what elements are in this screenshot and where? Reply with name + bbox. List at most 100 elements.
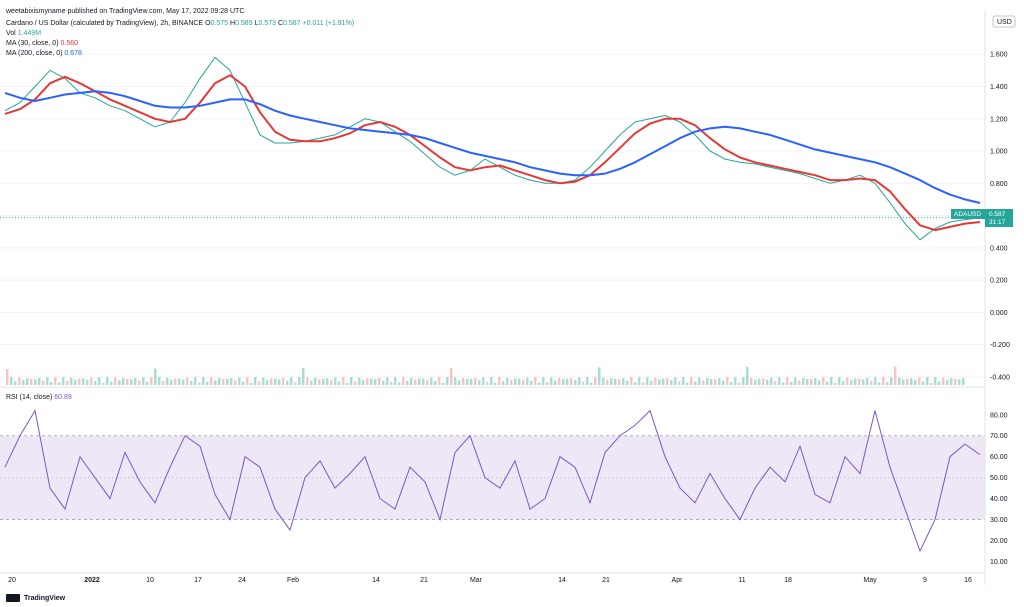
price-tag: ADAUSD 0.587 31:17	[951, 209, 1013, 227]
volume-bar	[938, 381, 941, 385]
volume-bar	[722, 380, 725, 385]
price-series-line	[4, 56, 981, 241]
volume-bar	[50, 382, 53, 385]
time-tick-label: 14	[372, 577, 380, 584]
price-tick-label: 0.000	[990, 310, 1008, 317]
volume-bar	[570, 378, 573, 385]
volume-bar	[946, 380, 949, 385]
volume-bar	[174, 378, 177, 385]
volume-bar	[538, 382, 541, 385]
volume-bar	[70, 377, 73, 385]
time-tick-label: 16	[964, 577, 972, 584]
volume-bar	[482, 377, 485, 385]
volume-bar	[658, 379, 661, 385]
volume-bar	[198, 382, 201, 385]
volume-bar	[910, 378, 913, 385]
time-tick-label: May	[863, 577, 877, 584]
price-tick-label: 1.400	[990, 84, 1008, 91]
volume-bar	[686, 382, 689, 385]
volume-bar	[122, 378, 125, 385]
volume-bar	[546, 382, 549, 385]
volume-bar	[826, 381, 829, 385]
volume-bar	[450, 367, 453, 385]
price-lines	[4, 56, 981, 241]
tradingview-footer[interactable]: TradingView	[6, 594, 65, 602]
volume-bar	[366, 378, 369, 385]
currency-label: USD	[997, 19, 1012, 26]
volume-bar	[822, 377, 825, 385]
volume-bar	[350, 377, 353, 385]
volume-bar	[266, 379, 269, 385]
time-tick-label: 20	[8, 577, 16, 584]
volume-bar	[858, 378, 861, 385]
open-label: O	[205, 20, 211, 27]
volume-bar	[46, 377, 49, 385]
volume-bar	[258, 381, 261, 385]
change-value: +0.011 (+1.91%)	[302, 20, 355, 27]
volume-bar	[942, 377, 945, 385]
volume-bar	[458, 380, 461, 385]
time-tick-label: Feb	[287, 577, 299, 584]
volume-bar	[246, 377, 249, 385]
volume-bar	[466, 379, 469, 385]
volume-bar	[734, 377, 737, 385]
ohlc-legend: Cardano / US Dollar (calculated by Tradi…	[6, 19, 354, 28]
rsi-tick-label: 20.00	[990, 538, 1008, 545]
volume-bar	[338, 381, 341, 385]
rsi-tick-label: 70.00	[990, 433, 1008, 440]
volume-bar	[694, 381, 697, 385]
volume-bar	[6, 369, 9, 385]
volume-legend[interactable]: Vol 1.449M	[6, 29, 41, 38]
rsi-tick-label: 30.00	[990, 517, 1008, 524]
volume-bar	[614, 378, 617, 385]
volume-bar	[346, 382, 349, 385]
volume-bar	[782, 382, 785, 385]
price-tick-label: -0.200	[990, 342, 1010, 349]
open-value: 0.575	[210, 20, 229, 27]
volume-bar	[498, 377, 501, 385]
volume-bar	[790, 381, 793, 385]
volume-bar	[278, 379, 281, 385]
volume-bar	[886, 382, 889, 385]
volume-bar	[846, 377, 849, 385]
high-label: H	[230, 20, 236, 27]
volume-bar	[306, 377, 309, 385]
volume-bar	[646, 377, 649, 385]
ma200-legend[interactable]: MA (200, close, 0) 0.678	[6, 49, 82, 58]
time-tick-label: Mar	[470, 577, 483, 584]
volume-bar	[274, 378, 277, 385]
symbol-title[interactable]: Cardano / US Dollar (calculated by Tradi…	[6, 20, 204, 27]
volume-bar	[354, 381, 357, 385]
time-tick-label: Apr	[672, 577, 684, 584]
volume-bar	[234, 380, 237, 385]
volume-bar	[522, 379, 525, 385]
volume-bar	[594, 377, 597, 385]
volume-bar	[550, 377, 553, 385]
volume-bar	[398, 382, 401, 385]
rsi-label: RSI (14, close)	[6, 394, 53, 401]
volume-bar	[26, 378, 29, 385]
currency-badge[interactable]: USD	[992, 15, 1016, 28]
rsi-tick-label: 60.00	[990, 454, 1008, 461]
volume-bar	[214, 380, 217, 385]
volume-bar	[610, 378, 613, 385]
tradingview-logo-icon	[6, 594, 20, 602]
volume-bar	[850, 379, 853, 385]
volume-bar	[78, 378, 81, 385]
volume-bar	[322, 378, 325, 385]
volume-bar	[854, 378, 857, 385]
ma30-legend[interactable]: MA (30, close, 0) 0.560	[6, 39, 78, 48]
volume-bar	[702, 380, 705, 385]
volume-bar	[778, 377, 781, 385]
volume-bar	[114, 377, 117, 385]
volume-bar	[818, 380, 821, 385]
volume-bar	[326, 378, 329, 385]
volume-bar	[446, 377, 449, 385]
volume-bar	[622, 377, 625, 385]
volume-bar	[74, 379, 77, 385]
rsi-legend[interactable]: RSI (14, close) 60.89	[6, 393, 72, 402]
volume-bar	[922, 381, 925, 385]
rsi-band	[0, 435, 985, 520]
volume-bar	[182, 379, 185, 385]
